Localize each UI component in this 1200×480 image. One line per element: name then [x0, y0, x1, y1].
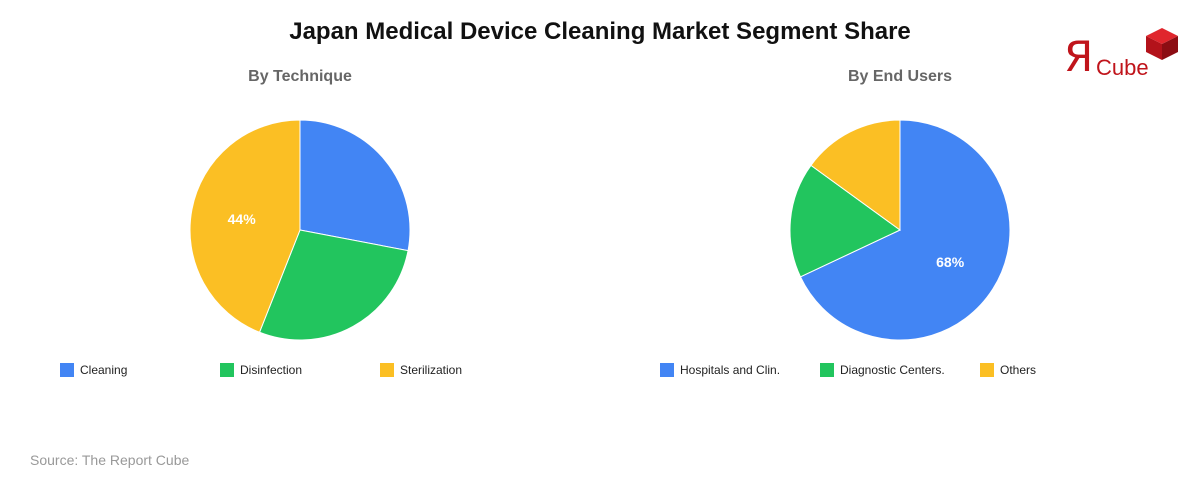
legend-label: Hospitals and Clin. [680, 363, 781, 377]
legend-item-diagnostic-centers[interactable]: Diagnostic Centers. [820, 361, 945, 379]
legend-item-cleaning[interactable]: Cleaning [60, 361, 127, 379]
slice-others[interactable] [810, 119, 901, 231]
source-note: Source: The Report Cube [30, 452, 190, 468]
legend-item-disinfection[interactable]: Disinfection [220, 361, 302, 379]
pie-chart-technique: 44% [189, 119, 411, 341]
slice-sterilization[interactable] [189, 119, 301, 333]
report-cube-logo: Я Cube [1060, 26, 1184, 82]
legend-item-hospitals[interactable]: Hospitals and Clin. [660, 361, 780, 379]
cube-icon [1146, 28, 1178, 60]
legend-label: Diagnostic Centers. [840, 363, 945, 377]
legend-swatch [60, 363, 74, 377]
legend-label: Cleaning [80, 363, 128, 377]
pie-chart-end-users: 68% [789, 119, 1011, 341]
legend-swatch [980, 363, 994, 377]
legend-swatch [820, 363, 834, 377]
slice-disinfection[interactable] [258, 229, 409, 341]
legend-label: Others [1000, 363, 1037, 377]
legend-swatch [660, 363, 674, 377]
legend-swatch [380, 363, 394, 377]
legend-item-sterilization[interactable]: Sterilization [380, 361, 462, 379]
data-label: 44% [228, 211, 257, 227]
logo-text: Cube [1096, 55, 1149, 80]
chart-title-technique: By Technique [248, 68, 352, 85]
slice-diagnostic-centers[interactable] [789, 164, 901, 278]
legend-swatch [220, 363, 234, 377]
logo-mark: Я [1064, 32, 1094, 81]
legend-label: Sterilization [400, 363, 463, 377]
data-label: 68% [936, 254, 965, 270]
page-title: Japan Medical Device Cleaning Market Seg… [289, 18, 911, 45]
slice-hospitals-and-clinics[interactable] [799, 119, 1011, 341]
legend-label: Disinfection [240, 363, 303, 377]
legend-item-others[interactable]: Others [980, 361, 1036, 379]
slice-cleaning[interactable] [299, 119, 411, 252]
chart-title-end-users: By End Users [847, 68, 953, 85]
